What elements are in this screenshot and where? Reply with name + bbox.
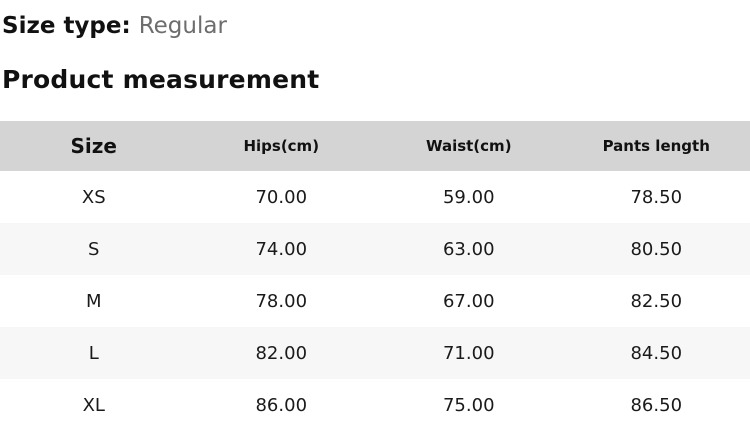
column-header-size: Size bbox=[70, 134, 117, 159]
size-type-value: Regular bbox=[138, 13, 227, 39]
waist-cell: 63.00 bbox=[442, 238, 495, 260]
column-header-hips: Hips(cm) bbox=[243, 137, 320, 156]
product-measurement-title: Product measurement bbox=[2, 64, 320, 94]
hips-cell: 70.00 bbox=[255, 186, 308, 208]
table-row: M 78.00 67.00 82.50 bbox=[0, 275, 750, 328]
pants-length-cell: 86.50 bbox=[630, 394, 683, 416]
size-cell: XL bbox=[82, 394, 105, 416]
size-cell: L bbox=[88, 342, 99, 364]
pants-length-cell: 78.50 bbox=[630, 186, 683, 208]
pants-length-cell: 80.50 bbox=[630, 238, 683, 260]
hips-cell: 86.00 bbox=[255, 394, 308, 416]
size-cell: S bbox=[88, 238, 100, 260]
waist-cell: 59.00 bbox=[442, 186, 495, 208]
table-row: L 82.00 71.00 84.50 bbox=[0, 327, 750, 380]
size-type-heading: Size type: Regular bbox=[2, 13, 750, 41]
column-header-waist: Waist(cm) bbox=[425, 137, 512, 156]
header-row: Size Hips(cm) Waist(cm) Pants length bbox=[0, 121, 750, 172]
hips-cell: 78.00 bbox=[255, 290, 308, 312]
waist-cell: 71.00 bbox=[442, 342, 495, 364]
size-cell: XS bbox=[81, 186, 106, 208]
size-cell: M bbox=[85, 290, 102, 312]
waist-cell: 75.00 bbox=[442, 394, 495, 416]
pants-length-cell: 84.50 bbox=[630, 342, 683, 364]
hips-cell: 74.00 bbox=[255, 238, 308, 260]
waist-cell: 67.00 bbox=[442, 290, 495, 312]
table-header: Size Hips(cm) Waist(cm) Pants length bbox=[0, 121, 750, 172]
pants-length-cell: 82.50 bbox=[630, 290, 683, 312]
column-header-pants-length: Pants length bbox=[602, 137, 710, 156]
measurement-table: Size Hips(cm) Waist(cm) Pants length XS … bbox=[0, 121, 750, 432]
table-row: XL 86.00 75.00 86.50 bbox=[0, 379, 750, 432]
size-type-label: Size type: bbox=[2, 13, 131, 39]
hips-cell: 82.00 bbox=[255, 342, 308, 364]
table-row: XS 70.00 59.00 78.50 bbox=[0, 171, 750, 224]
table-row: S 74.00 63.00 80.50 bbox=[0, 223, 750, 276]
table-body: XS 70.00 59.00 78.50 S 74.00 63.00 80.50… bbox=[0, 171, 750, 432]
